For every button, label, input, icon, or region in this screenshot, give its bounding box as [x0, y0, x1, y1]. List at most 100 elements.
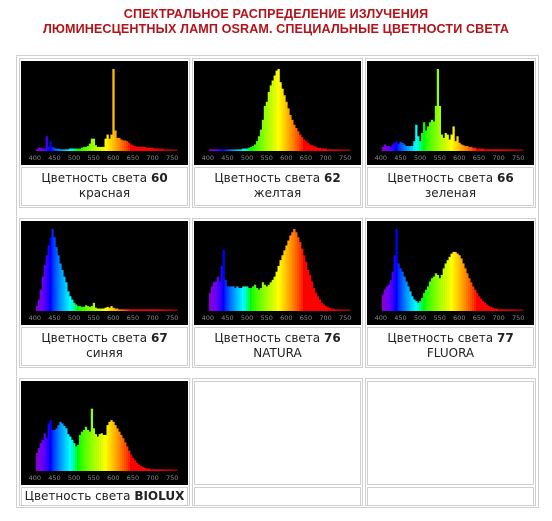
spectrum-bar: [328, 149, 331, 151]
spectrum-bar: [246, 286, 249, 311]
spectrum-bar: [238, 149, 241, 151]
spectrum-bar: [49, 420, 52, 471]
spectrum-bar: [51, 146, 54, 151]
spectrum-bar: [479, 298, 483, 311]
spectrum-bar: [210, 286, 214, 311]
spectrum-bar: [474, 147, 477, 151]
spectrum-bar: [334, 149, 337, 151]
lamp-cell-67: 400 450 500 550 600 650 700 750 Цветность света…: [19, 218, 190, 368]
spectrum-bar: [96, 308, 99, 311]
x-tick-label: 650: [300, 154, 312, 162]
spectrum-bar: [80, 147, 84, 151]
color-name: желтая: [253, 186, 302, 200]
spectrum-bar: [106, 306, 109, 311]
spectrum-bar: [75, 148, 78, 151]
spectrum-bar: [250, 288, 253, 311]
spectrum-bar: [35, 149, 39, 151]
spectrum-bar: [57, 425, 60, 471]
spectrum-bar: [41, 276, 44, 311]
spectrum-bar: [147, 147, 150, 151]
spectrum-bar: [252, 146, 255, 151]
caption-prefix: Цветность света: [387, 171, 494, 185]
x-tick-label: 400: [202, 314, 214, 322]
spectrum-bar: [509, 309, 512, 311]
spectrum-bar: [393, 255, 396, 311]
spectrum-bar: [285, 245, 288, 311]
spectrum-bar: [124, 309, 127, 311]
spectrum-bar: [332, 308, 335, 311]
x-tick-label: 600: [107, 314, 119, 322]
spectrum-bar: [112, 421, 115, 471]
spectrum-bar: [346, 149, 349, 151]
spectrum-bar: [133, 309, 137, 311]
color-name: FLUORA: [426, 346, 475, 360]
caption-prefix: Цветность света: [387, 331, 494, 345]
spectrum-bar: [428, 281, 432, 311]
color-name: NATURA: [253, 346, 302, 360]
spectrum-bar: [118, 137, 121, 151]
spectrum-bar: [507, 309, 510, 311]
spectrum-bar: [100, 308, 103, 311]
spectrum-bar: [39, 289, 43, 311]
spectrum-bar: [432, 121, 436, 151]
spectrum-bar: [84, 146, 88, 151]
spectrum-bar: [137, 464, 141, 471]
spectrum-bar: [122, 438, 125, 471]
spectrum-bar: [149, 147, 152, 151]
x-tick-label: 600: [107, 474, 119, 482]
spectrum-bar: [442, 268, 445, 311]
spectrum-bar: [397, 263, 400, 311]
spectrum-bar: [395, 141, 398, 151]
caption-76: Цветность света 76 NATURA: [194, 327, 361, 366]
spectrum-bar: [259, 129, 263, 151]
spectrum-bar: [310, 145, 314, 151]
spectrum-chart-76: 400 450 500 550 600 650 700 750: [194, 221, 361, 325]
spectrum-bar: [322, 304, 325, 311]
spectrum-bar: [57, 255, 60, 311]
spectrum-bar: [501, 149, 504, 151]
spectrum-bar: [342, 309, 345, 311]
spectrum-bar: [456, 253, 459, 311]
spectrum-bar: [393, 142, 396, 151]
x-tick-label: 550: [88, 474, 100, 482]
spectrum-svg: 400 450 500 550 600 650 700 750: [375, 69, 524, 162]
spectrum-bar: [82, 430, 86, 471]
spectrum-bar: [159, 469, 162, 471]
spectrum-bar: [208, 292, 212, 311]
spectrum-bar: [304, 261, 308, 311]
spectrum-bar: [80, 306, 84, 311]
spectrum-svg: 400 450 500 550 600 650 700 750: [29, 229, 178, 322]
spectrum-bar: [342, 149, 345, 151]
spectrum-bar: [90, 306, 94, 311]
spectrum-bar: [444, 263, 447, 311]
spectrum-bar: [271, 279, 274, 311]
spectrum-bar: [169, 469, 172, 471]
x-tick-label: 550: [434, 154, 446, 162]
spectrum-bar: [171, 309, 174, 311]
spectrum-bar: [458, 255, 461, 311]
spectrum-bar: [499, 309, 502, 311]
spectrum-bar: [476, 148, 479, 151]
empty-caption: [367, 487, 534, 506]
caption-prefix: Цветность света: [41, 331, 148, 345]
spectrum-bar: [489, 306, 493, 311]
spectrum-bar: [175, 149, 178, 151]
spectrum-svg: 400 450 500 550 600 650 700 750: [29, 408, 178, 482]
spectrum-bar: [421, 297, 424, 311]
caption-prefix: Цветность света: [214, 171, 321, 185]
color-name: зеленая: [424, 186, 477, 200]
spectrum-bar: [232, 286, 235, 311]
empty-caption: [194, 487, 361, 506]
spectrum-bar: [340, 149, 343, 151]
spectrum-bar: [106, 425, 109, 471]
caption-biolux: Цветность света BIOLUX: [21, 487, 188, 506]
lamp-cell-60: 400 450 500 550 600 650 700 750 Цветность света…: [19, 58, 190, 208]
spectrum-bar: [90, 408, 94, 471]
spectrum-bar: [212, 282, 216, 311]
spectrum-bar: [515, 309, 518, 311]
spectrum-bar: [391, 144, 394, 151]
spectrum-bar: [310, 281, 314, 311]
spectrum-bar: [51, 229, 54, 311]
spectrum-bar: [114, 425, 117, 471]
spectrum-bar: [220, 265, 223, 311]
